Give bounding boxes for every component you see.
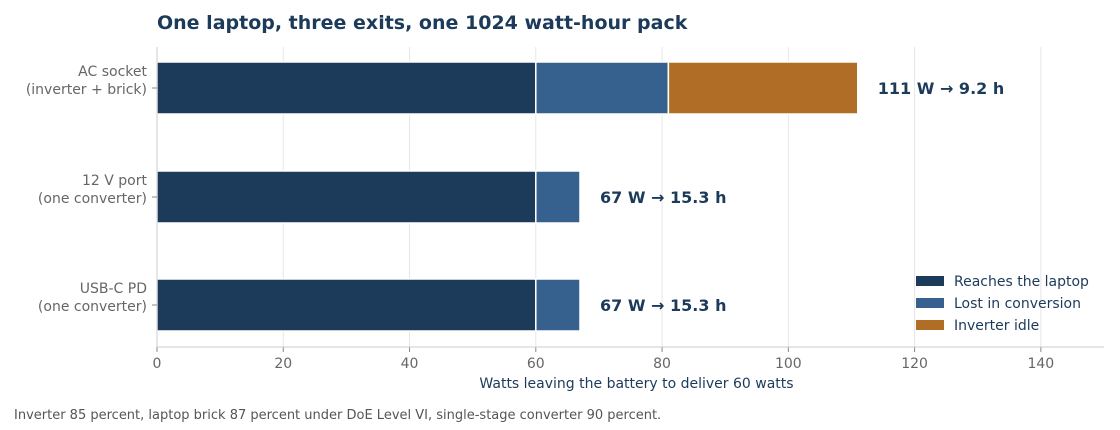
legend: Reaches the laptop Lost in conversion Inve… bbox=[916, 274, 1089, 334]
tick-label-x-60: 60 bbox=[527, 356, 545, 372]
bar-segment-0-0 bbox=[156, 61, 537, 115]
category-label-0-0: AC socket bbox=[78, 64, 147, 80]
bar-total-label-2: 67 W → 15.3 h bbox=[600, 296, 726, 315]
legend-label-2: Inverter idle bbox=[954, 318, 1039, 334]
x-axis-title: Watts leaving the battery to deliver 60 … bbox=[479, 376, 793, 392]
bar-segment-1-0 bbox=[156, 170, 537, 224]
bars bbox=[156, 61, 859, 332]
legend-label-0: Reaches the laptop bbox=[954, 274, 1089, 290]
tick-label-x-80: 80 bbox=[653, 356, 671, 372]
category-label-2-0: USB-C PD bbox=[80, 281, 147, 297]
tick-label-x-140: 140 bbox=[1027, 356, 1054, 372]
legend-swatch-2 bbox=[916, 320, 944, 330]
tick-label-x-20: 20 bbox=[274, 356, 292, 372]
tick-label-x-0: 0 bbox=[153, 356, 162, 372]
category-label-2-1: (one converter) bbox=[38, 299, 147, 315]
bar-segment-1-1 bbox=[535, 170, 581, 224]
bar-segment-0-1 bbox=[535, 61, 670, 115]
labels: AC socket (inverter + brick) 111 W → 9.2 h… bbox=[26, 64, 1004, 315]
bar-total-label-0: 111 W → 9.2 h bbox=[878, 79, 1004, 98]
category-label-1-0: 12 V port bbox=[82, 173, 148, 189]
legend-swatch-1 bbox=[916, 298, 944, 308]
tick-label-x-100: 100 bbox=[775, 356, 802, 372]
chart-title: One laptop, three exits, one 1024 watt-h… bbox=[157, 12, 688, 34]
category-label-1-1: (one converter) bbox=[38, 191, 147, 207]
category-label-0-1: (inverter + brick) bbox=[26, 82, 147, 98]
bar-segment-2-0 bbox=[156, 278, 537, 332]
tick-label-x-40: 40 bbox=[401, 356, 419, 372]
tick-label-x-120: 120 bbox=[901, 356, 928, 372]
legend-label-1: Lost in conversion bbox=[954, 296, 1081, 312]
footnote: Inverter 85 percent, laptop brick 87 per… bbox=[14, 408, 662, 423]
legend-swatch-0 bbox=[916, 276, 944, 286]
bar-total-label-1: 67 W → 15.3 h bbox=[600, 188, 726, 207]
bar-segment-2-1 bbox=[535, 278, 581, 332]
bar-segment-0-2 bbox=[667, 61, 859, 115]
axes: 0 20 40 60 80 100 120 140 Watts leaving the batt… bbox=[152, 47, 1104, 392]
